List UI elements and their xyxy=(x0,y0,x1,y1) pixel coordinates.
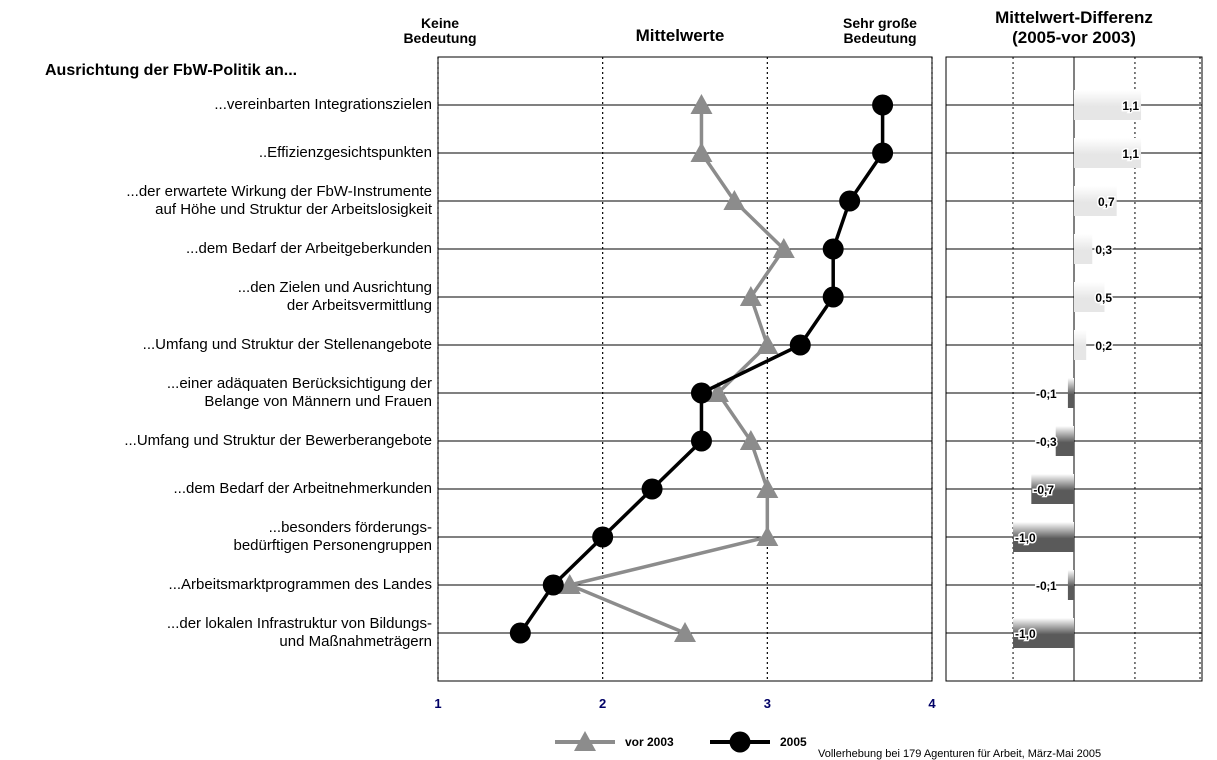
category-label: ...einer adäquaten Berücksichtigung der … xyxy=(166,375,432,410)
value-label: 0,7 xyxy=(1098,195,1115,209)
category-label: ...besonders förderungs- bedürftigen Per… xyxy=(233,519,433,554)
point-marker xyxy=(822,238,844,260)
x-tick-label: 2 xyxy=(599,696,606,711)
axis-label-high: Sehr große Bedeutung xyxy=(843,15,917,46)
point-marker xyxy=(822,286,844,308)
value-label: -0,3 xyxy=(1036,435,1057,449)
bar xyxy=(1055,426,1074,456)
point-marker xyxy=(772,238,795,258)
bar xyxy=(1074,234,1093,264)
footnote: Vollerhebung bei 179 Agenturen für Arbei… xyxy=(818,748,1102,760)
point-marker xyxy=(542,574,564,596)
row-header: Ausrichtung der FbW-Politik an... xyxy=(45,62,298,79)
category-label: ...dem Bedarf der Arbeitgeberkunden xyxy=(186,240,432,257)
x-tick-label: 3 xyxy=(764,696,771,711)
category-label: ..Effizienzgesichtspunkten xyxy=(258,144,432,161)
point-marker xyxy=(690,382,712,404)
legend-marker xyxy=(574,731,596,751)
chart-title: Mittelwerte xyxy=(635,26,725,45)
category-label: ...dem Bedarf der Arbeitnehmerkunden xyxy=(173,480,433,497)
category-label: ...den Zielen und Ausrichtung der Arbeit… xyxy=(237,279,432,314)
plot-frame xyxy=(437,56,933,682)
value-label: -0,7 xyxy=(1033,483,1054,497)
value-label: 0,2 xyxy=(1095,339,1112,353)
value-label: -1,0 xyxy=(1015,627,1036,641)
legend-item: vor 2003 xyxy=(555,731,674,751)
bar xyxy=(1074,186,1117,216)
x-tick-label: 1 xyxy=(434,696,441,711)
point-marker xyxy=(690,430,712,452)
bar xyxy=(1067,570,1074,600)
point-marker xyxy=(756,526,779,546)
point-marker xyxy=(674,622,696,642)
point-marker xyxy=(641,478,663,500)
point-marker xyxy=(739,430,762,450)
point-marker xyxy=(756,478,779,498)
value-label: 1,1 xyxy=(1122,99,1139,113)
legend-label: 2005 xyxy=(780,735,807,749)
bar xyxy=(1074,138,1142,168)
bar xyxy=(1013,522,1074,552)
point-marker xyxy=(872,142,894,164)
point-marker xyxy=(509,622,531,644)
point-marker xyxy=(723,190,746,210)
category-label: ...vereinbarten Integrationszielen xyxy=(214,96,432,113)
category-label: ...der lokalen Infrastruktur von Bildung… xyxy=(166,615,432,650)
bar xyxy=(1031,474,1074,504)
value-label: -1,0 xyxy=(1015,531,1036,545)
bar xyxy=(1067,378,1074,408)
plot-frame xyxy=(945,56,1203,682)
legend-marker xyxy=(729,731,751,753)
value-label: 0,3 xyxy=(1095,243,1112,257)
category-label: ...Arbeitsmarktprogrammen des Landes xyxy=(168,576,432,593)
value-label: 0,5 xyxy=(1095,291,1112,305)
point-marker xyxy=(706,382,729,402)
bar xyxy=(1074,330,1087,360)
axis-label-low: Keine Bedeutung xyxy=(403,15,477,46)
point-marker xyxy=(690,142,713,162)
value-label: -0,1 xyxy=(1036,579,1057,593)
series-line xyxy=(564,105,787,635)
point-marker xyxy=(756,334,779,354)
chart-title: Mittelwert-Differenz (2005-vor 2003) xyxy=(995,8,1153,47)
bar xyxy=(1074,282,1105,312)
bar xyxy=(1074,90,1142,120)
point-marker xyxy=(690,94,713,114)
point-marker xyxy=(789,334,811,356)
point-marker xyxy=(592,526,614,548)
category-label: ...der erwartete Wirkung der FbW-Instrum… xyxy=(126,183,432,218)
legend-label: vor 2003 xyxy=(625,735,674,749)
point-marker xyxy=(558,574,581,594)
value-label: 1,1 xyxy=(1122,147,1139,161)
point-marker xyxy=(839,190,861,212)
bar xyxy=(1013,618,1074,648)
x-tick-label: 4 xyxy=(928,696,936,711)
legend-item: 2005 xyxy=(710,731,807,753)
point-marker xyxy=(872,94,894,116)
category-label: ...Umfang und Struktur der Stellenangebo… xyxy=(142,336,432,353)
point-marker xyxy=(739,286,762,306)
value-label: -0,1 xyxy=(1036,387,1057,401)
category-label: ...Umfang und Struktur der Bewerberangeb… xyxy=(124,432,432,449)
